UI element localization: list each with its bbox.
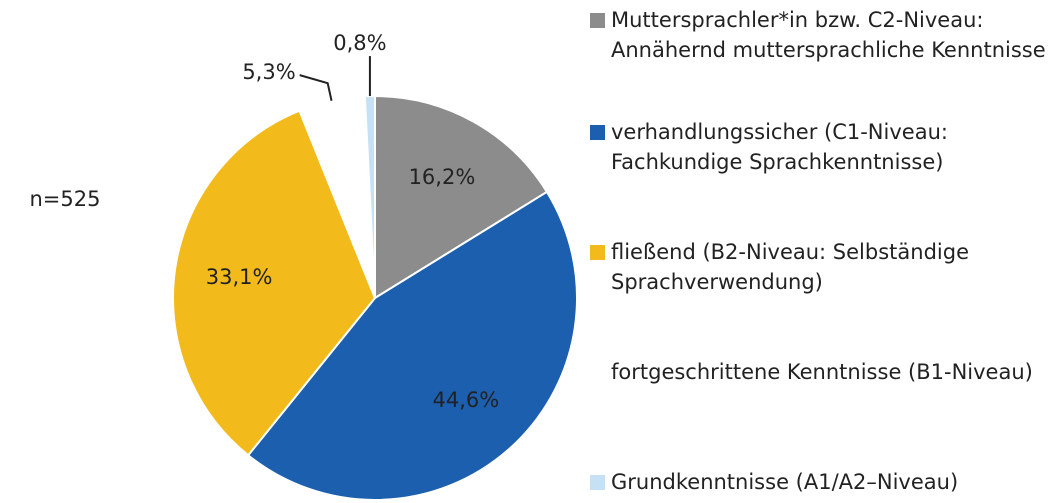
legend-swatch (590, 365, 605, 380)
legend-label: Grundkenntnisse (A1/A2–Niveau) (611, 470, 959, 494)
legend-label: fließend (B2-Niveau: Selbständige Sprach… (611, 240, 969, 294)
legend-swatch (590, 125, 605, 140)
legend-entry: fortgeschrittene Kenntnisse (B1-Niveau) (590, 357, 1050, 387)
annotation: n=525 (30, 187, 101, 211)
legend-entry: verhandlungssicher (C1-Niveau: Fachkundi… (590, 117, 1050, 177)
legend-swatch (590, 245, 605, 260)
data-label: 5,3% (242, 60, 295, 84)
data-label: 16,2% (409, 165, 476, 189)
leader-line (299, 74, 333, 101)
pie-slice (172, 109, 377, 457)
legend-entry: fließend (B2-Niveau: Selbständige Sprach… (590, 237, 1050, 297)
legend-swatch (590, 13, 605, 28)
legend-label: fortgeschrittene Kenntnisse (B1-Niveau) (611, 360, 1033, 384)
legend-swatch (590, 475, 605, 490)
legend-label: Muttersprachler*in bzw. C2-Niveau: Annäh… (611, 8, 1046, 62)
data-label: 33,1% (206, 265, 273, 289)
data-label: 0,8% (333, 31, 386, 55)
legend-entry: Muttersprachler*in bzw. C2-Niveau: Annäh… (590, 5, 1050, 65)
legend-entry: Grundkenntnisse (A1/A2–Niveau) (590, 467, 1050, 497)
data-label: 44,6% (432, 388, 499, 412)
pie-slice (246, 190, 578, 501)
pie-slice (374, 94, 549, 300)
legend-label: verhandlungssicher (C1-Niveau: Fachkundi… (611, 120, 948, 174)
